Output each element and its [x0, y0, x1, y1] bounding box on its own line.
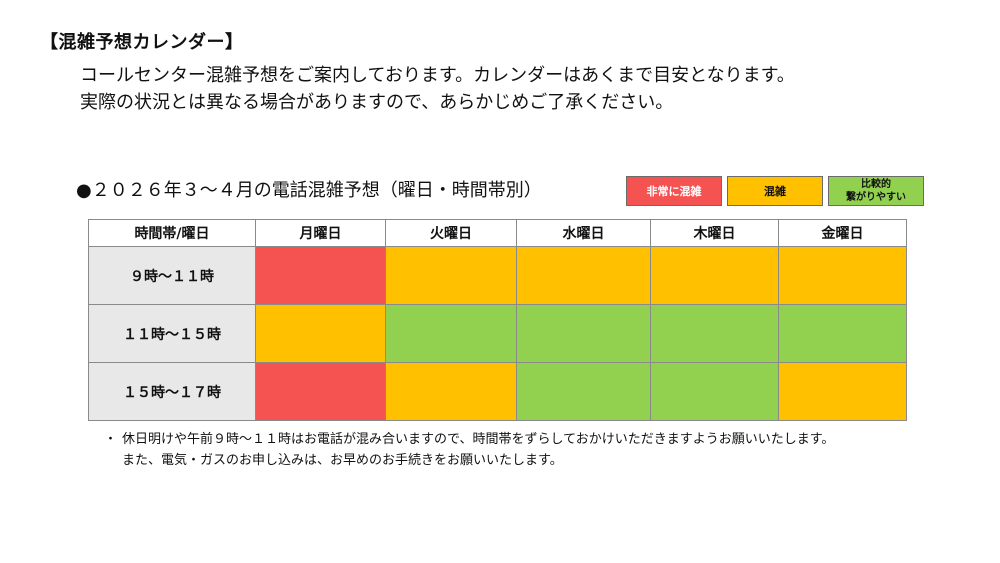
- congestion-table: 時間帯/曜日 月曜日 火曜日 水曜日 木曜日 金曜日 ９時～１１時 １１時～１５…: [88, 219, 907, 421]
- congestion-cell: [778, 246, 907, 305]
- congestion-cell: [385, 362, 517, 421]
- congestion-cell: [516, 304, 651, 363]
- congestion-cell: [778, 304, 907, 363]
- day-header: 金曜日: [778, 219, 907, 247]
- day-header: 火曜日: [385, 219, 517, 247]
- note-line-2: また、電気・ガスのお申し込みは、お早めのお手続きをお願いいたします。: [122, 453, 563, 468]
- intro-text: コールセンター混雑予想をご案内しております。カレンダーはあくまで目安となります。…: [80, 62, 795, 116]
- day-header: 月曜日: [255, 219, 386, 247]
- congestion-cell: [385, 246, 517, 305]
- congestion-cell: [778, 362, 907, 421]
- corner-header: 時間帯/曜日: [88, 219, 256, 247]
- table-row: ９時～１１時: [88, 246, 907, 305]
- legend-available: 比較的 繋がりやすい: [828, 176, 924, 206]
- congestion-cell: [255, 304, 386, 363]
- time-slot-label: ９時～１１時: [88, 246, 256, 305]
- congestion-cell: [255, 246, 386, 305]
- congestion-cell: [650, 304, 779, 363]
- congestion-cell: [255, 362, 386, 421]
- congestion-cell: [650, 362, 779, 421]
- congestion-cell: [650, 246, 779, 305]
- table-row: １５時～１７時: [88, 362, 907, 421]
- note-line-1: 休日明けや午前９時～１１時はお電話が混み合いますので、時間帯をずらしておかけいた…: [122, 432, 835, 447]
- section-title: ●２０２６年３～４月の電話混雑予想（曜日・時間帯別）: [76, 180, 542, 201]
- notes: ・休日明けや午前９時～１１時はお電話が混み合いますので、時間帯をずらしておかけい…: [104, 429, 834, 471]
- table-header-row: 時間帯/曜日 月曜日 火曜日 水曜日 木曜日 金曜日: [88, 219, 907, 247]
- congestion-cell: [385, 304, 517, 363]
- note-bullet: ・: [104, 432, 118, 447]
- intro-line-2: 実際の状況とは異なる場合がありますので、あらかじめご了承ください。: [80, 92, 674, 113]
- table-row: １１時～１５時: [88, 304, 907, 363]
- time-slot-label: １１時～１５時: [88, 304, 256, 363]
- legend-busy: 混雑: [727, 176, 823, 206]
- day-header: 水曜日: [516, 219, 651, 247]
- congestion-cell: [516, 362, 651, 421]
- congestion-cell: [516, 246, 651, 305]
- intro-line-1: コールセンター混雑予想をご案内しております。カレンダーはあくまで目安となります。: [80, 65, 795, 86]
- legend-very-busy: 非常に混雑: [626, 176, 722, 206]
- page-title: 【混雑予想カレンダー】: [40, 32, 244, 53]
- time-slot-label: １５時～１７時: [88, 362, 256, 421]
- day-header: 木曜日: [650, 219, 779, 247]
